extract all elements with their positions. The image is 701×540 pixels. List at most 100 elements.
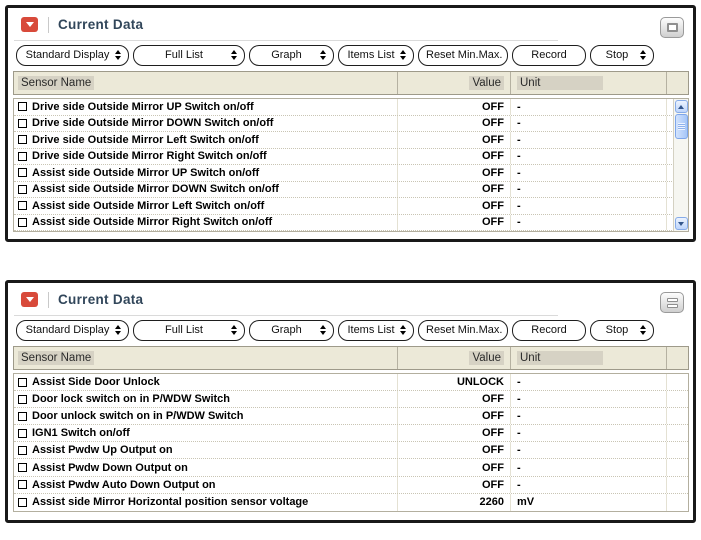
collapse-window-icon[interactable] [21,292,38,307]
maximize-button[interactable] [660,17,684,38]
table-row[interactable]: Assist side Outside Mirror DOWN Switch o… [14,181,688,198]
items-list-dropdown[interactable]: Items List [338,319,414,341]
items-list-dropdown[interactable]: Items List [338,44,414,66]
table-row[interactable]: Assist Pwdw Up Output on OFF - [14,442,688,460]
table-row[interactable]: Door lock switch on in P/WDW Switch OFF … [14,391,688,409]
unit-cell: - [510,476,666,493]
row-filler [666,408,688,425]
updown-arrows-icon [400,325,406,335]
row-checkbox[interactable] [18,377,27,387]
reset-min-max-button[interactable]: Reset Min.Max. [418,319,508,341]
record-button[interactable]: Record [512,319,586,341]
split-view-button[interactable] [660,292,684,313]
row-checkbox[interactable] [18,102,27,112]
sensor-table: Assist Side Door Unlock UNLOCK - Door lo… [13,373,689,512]
unit-header: Unit [510,72,666,94]
table-row[interactable]: Assist side Outside Mirror Right Switch … [14,214,688,231]
toolbar: Standard Display Full List Graph Items L… [8,41,693,69]
row-filler [666,99,688,115]
row-checkbox[interactable] [18,135,27,145]
updown-arrows-icon [320,50,326,60]
record-button[interactable]: Record [512,44,586,66]
row-checkbox[interactable] [18,217,27,227]
row-checkbox[interactable] [18,394,27,404]
row-checkbox[interactable] [18,428,27,438]
stop-dropdown[interactable]: Stop [590,44,654,66]
value-cell: OFF [397,391,510,408]
row-checkbox[interactable] [18,445,27,455]
row-filler [666,391,688,408]
scroll-down-button[interactable] [674,217,688,230]
row-checkbox[interactable] [18,151,27,161]
value-header: Value [397,347,510,369]
updown-arrows-icon [640,50,646,60]
table-row[interactable]: Assist side Outside Mirror Left Switch o… [14,198,688,215]
table-row[interactable]: Drive side Outside Mirror UP Switch on/o… [14,99,688,116]
row-checkbox[interactable] [18,411,27,421]
value-cell: OFF [397,115,510,131]
row-checkbox[interactable] [18,497,27,507]
graph-dropdown[interactable]: Graph [249,319,334,341]
arrow-down-icon [678,221,684,226]
row-filler [666,198,688,214]
sensor-name-header: Sensor Name [14,72,397,94]
row-checkbox[interactable] [18,201,27,211]
unit-cell: - [510,99,666,115]
row-filler [666,425,688,442]
table-row[interactable]: IGN1 Switch on/off OFF - [14,425,688,443]
updown-arrows-icon [640,325,646,335]
stop-dropdown[interactable]: Stop [590,319,654,341]
sensor-name-cell: Assist Pwdw Down Output on [14,459,397,475]
full-list-dropdown[interactable]: Full List [133,319,245,341]
unit-cell: - [510,374,666,391]
row-checkbox[interactable] [18,480,27,490]
standard-display-dropdown[interactable]: Standard Display [16,319,129,341]
table-row[interactable]: Assist Pwdw Down Output on OFF - [14,459,688,477]
current-data-window-1: Current Data Standard Display Full List … [5,5,696,242]
row-checkbox[interactable] [18,168,27,178]
table-row[interactable]: Assist side Mirror Horizontal position s… [14,493,688,511]
vertical-scrollbar[interactable] [673,99,688,231]
graph-dropdown[interactable]: Graph [249,44,334,66]
window-title: Current Data [58,292,144,307]
reset-min-max-button[interactable]: Reset Min.Max. [418,44,508,66]
split-horizontal-icon [666,297,678,302]
updown-arrows-icon [231,50,237,60]
table-row[interactable]: Drive side Outside Mirror Right Switch o… [14,148,688,165]
collapse-window-icon[interactable] [21,17,38,32]
updown-arrows-icon [115,325,121,335]
sensor-name-cell: Assist Side Door Unlock [14,374,397,390]
sensor-name-cell: Drive side Outside Mirror DOWN Switch on… [14,116,397,132]
value-cell: OFF [397,181,510,197]
value-cell: OFF [397,425,510,442]
table-row[interactable]: Door unlock switch on in P/WDW Switch OF… [14,408,688,426]
table-row[interactable]: Drive side Outside Mirror Left Switch on… [14,132,688,149]
value-cell: 2260 [397,493,510,511]
row-filler [666,181,688,197]
full-list-dropdown[interactable]: Full List [133,44,245,66]
current-data-window-2: Current Data Standard Display Full List … [5,280,696,523]
row-checkbox[interactable] [18,184,27,194]
table-row[interactable]: Drive side Outside Mirror DOWN Switch on… [14,115,688,132]
row-filler [666,115,688,131]
unit-cell: - [510,165,666,181]
row-checkbox[interactable] [18,463,27,473]
row-filler [666,374,688,391]
unit-cell: - [510,391,666,408]
row-filler [666,442,688,459]
sensor-table: Drive side Outside Mirror UP Switch on/o… [13,98,689,232]
sensor-name-cell: IGN1 Switch on/off [14,425,397,441]
row-checkbox[interactable] [18,118,27,128]
table-row[interactable]: Assist Side Door Unlock UNLOCK - [14,374,688,392]
updown-arrows-icon [400,50,406,60]
unit-header: Unit [510,347,666,369]
scroll-up-button[interactable] [674,100,688,113]
value-cell: OFF [397,459,510,476]
standard-display-dropdown[interactable]: Standard Display [16,44,129,66]
value-cell: OFF [397,442,510,459]
table-row[interactable]: Assist Pwdw Auto Down Output on OFF - [14,476,688,494]
table-row[interactable]: Assist side Outside Mirror UP Switch on/… [14,165,688,182]
scrollbar-thumb[interactable] [674,114,688,139]
sensor-name-cell: Assist Pwdw Auto Down Output on [14,477,397,493]
updown-arrows-icon [231,325,237,335]
